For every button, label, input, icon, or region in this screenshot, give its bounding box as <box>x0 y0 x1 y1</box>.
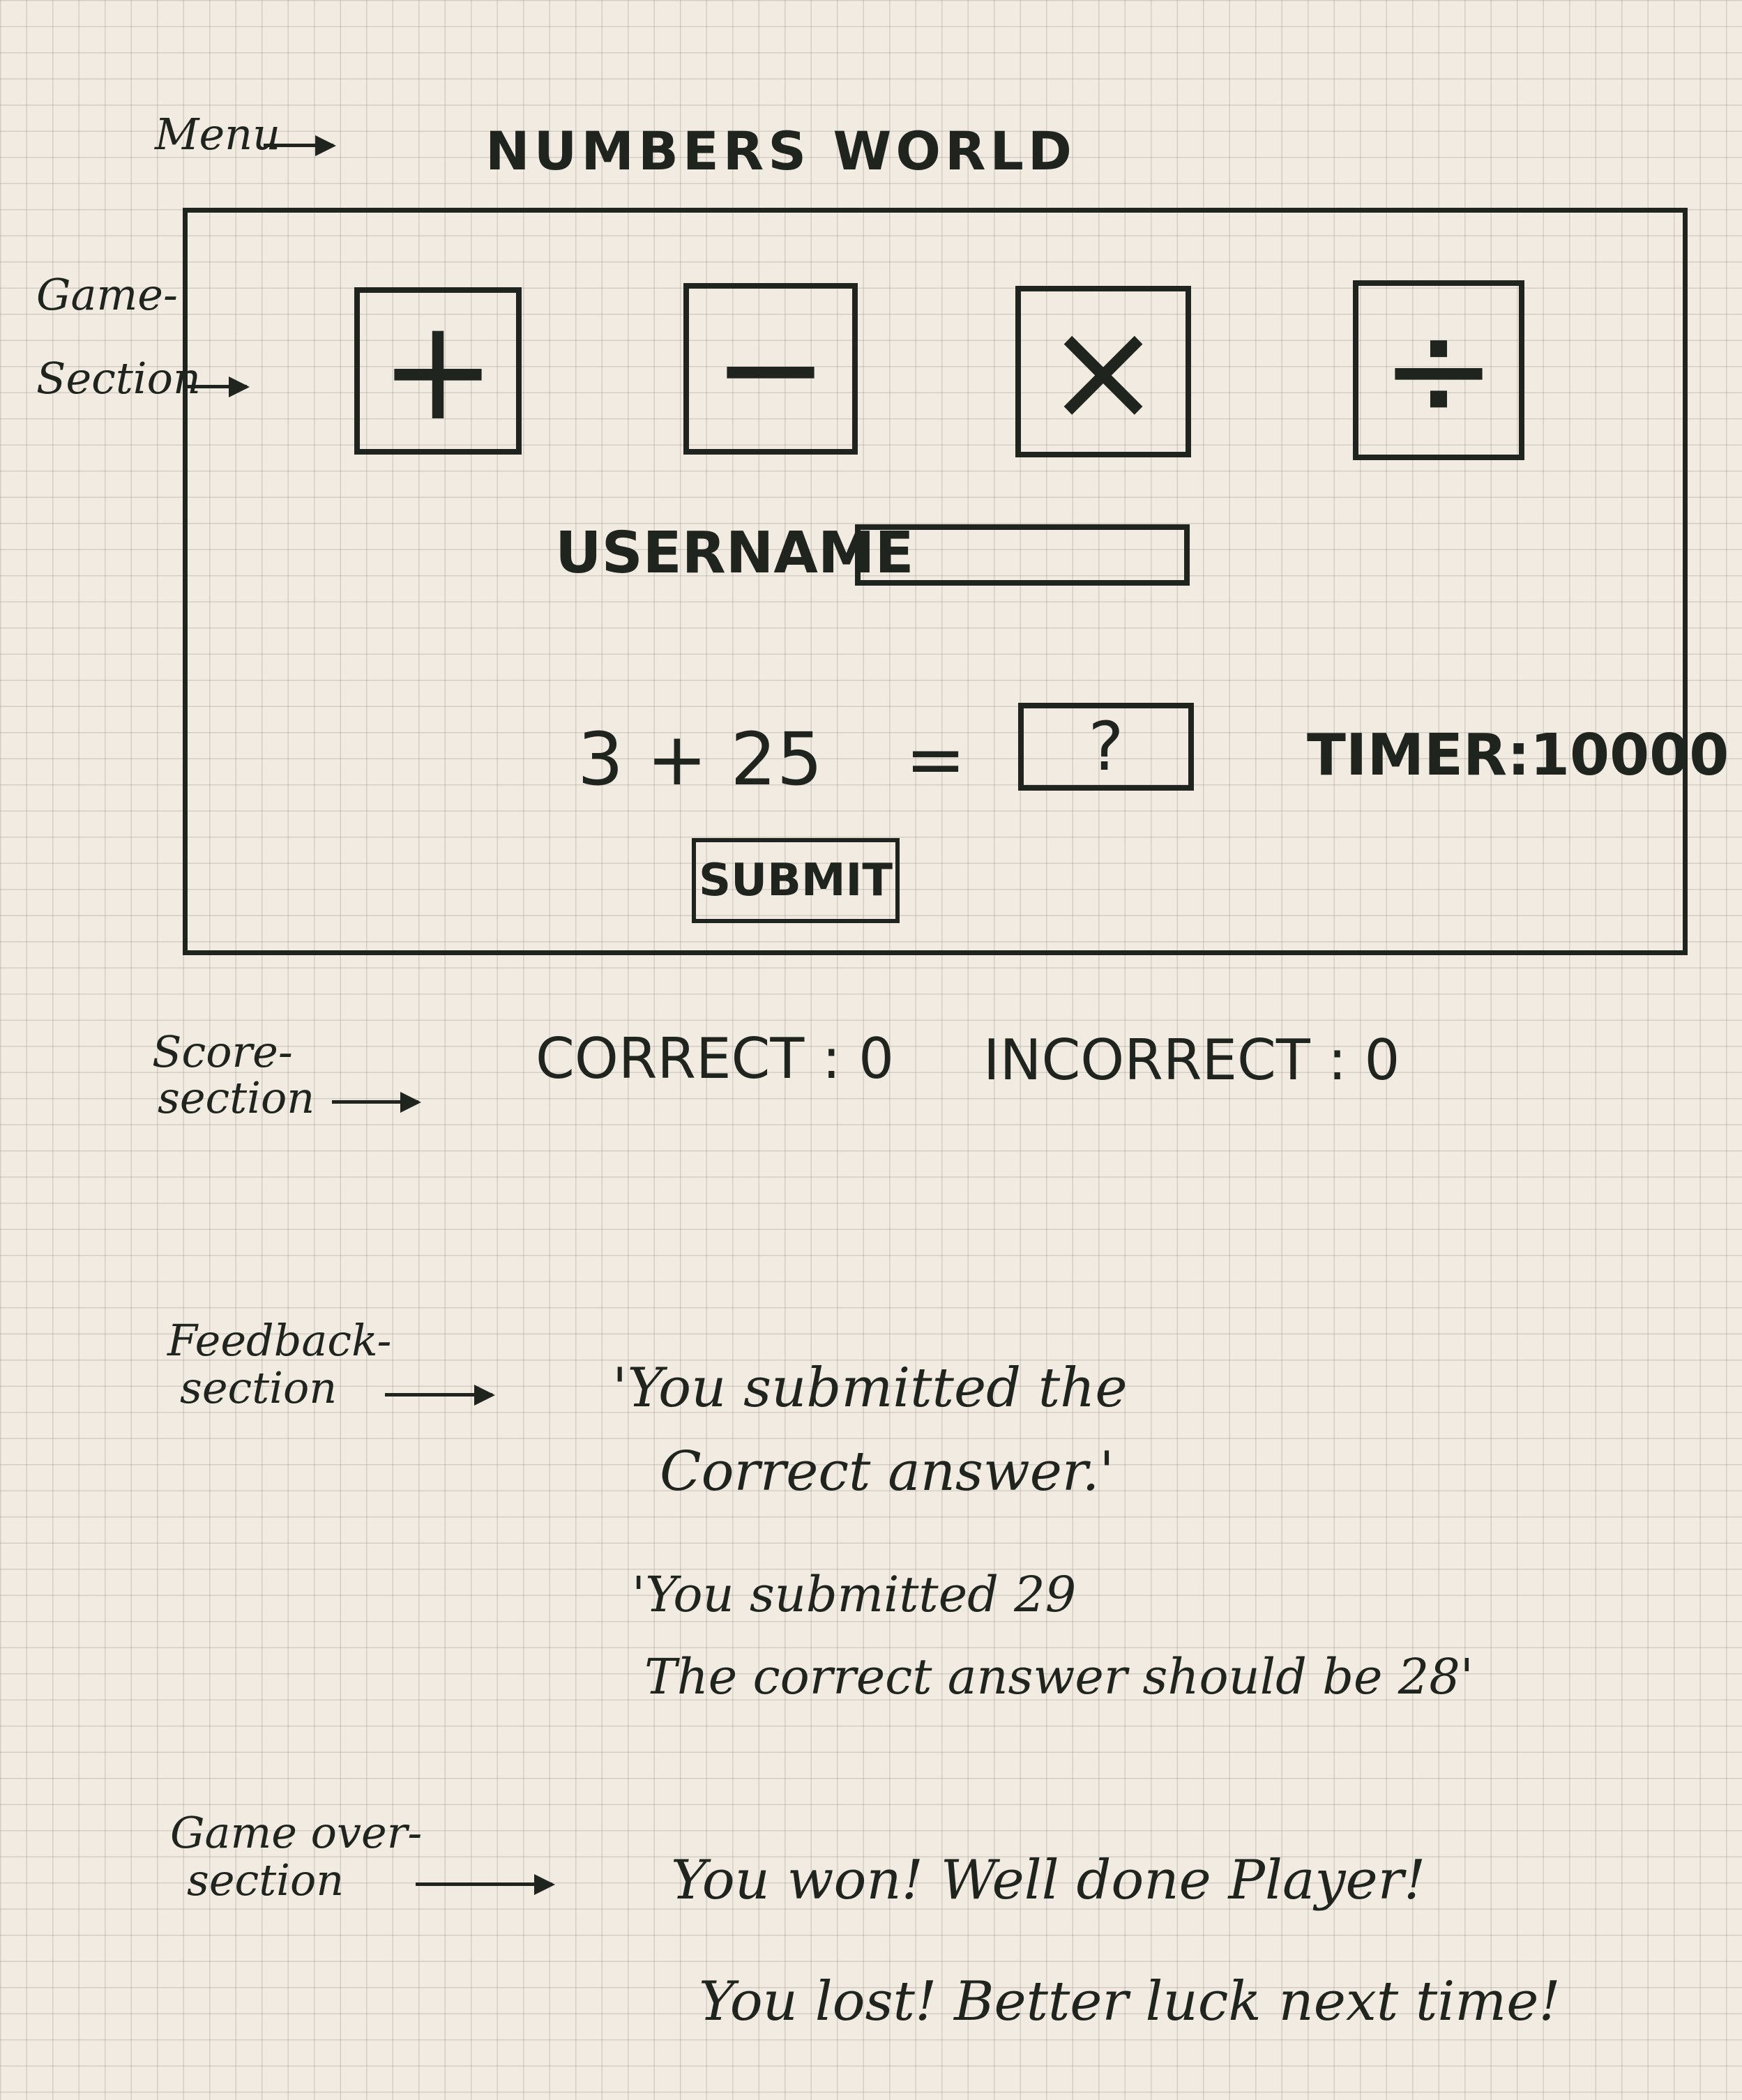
menu-annotation: Menu <box>155 109 281 160</box>
correct-score: CORRECT : 0 <box>536 1026 894 1091</box>
score-section-annotation-line1: Score- <box>152 1026 293 1077</box>
score-section-arrow-icon <box>332 1092 421 1113</box>
add-operator-button[interactable]: + <box>354 287 522 455</box>
win-message: You won! Well done Player! <box>671 1849 1426 1912</box>
game-over-annotation-line2: section <box>187 1855 344 1905</box>
answer-input[interactable]: ? <box>1018 703 1194 791</box>
username-input[interactable] <box>855 524 1190 586</box>
page-title: NUMBERS WORLD <box>485 120 1076 182</box>
equals-sign: = <box>905 717 967 802</box>
username-label: USERNAME <box>555 520 914 586</box>
feedback-correct-line1: 'You submitted the <box>612 1357 1128 1420</box>
timer-display: TIMER:10000 <box>1307 722 1729 789</box>
game-over-annotation-line1: Game over- <box>170 1807 423 1858</box>
incorrect-label: INCORRECT <box>983 1028 1310 1093</box>
feedback-section-annotation-line1: Feedback- <box>167 1315 392 1366</box>
incorrect-value: 0 <box>1364 1028 1400 1093</box>
correct-label: CORRECT <box>536 1026 805 1091</box>
lose-message: You lost! Better luck next time! <box>699 1970 1561 2033</box>
feedback-section-arrow-icon <box>385 1385 495 1406</box>
subtract-operator-button[interactable]: − <box>683 283 858 455</box>
feedback-incorrect-line1: 'You submitted 29 <box>632 1566 1077 1623</box>
game-section-annotation-line1: Game- <box>36 269 178 320</box>
minus-icon: − <box>712 287 829 450</box>
game-over-arrow-icon <box>416 1874 555 1895</box>
game-section-arrow-icon <box>183 376 250 397</box>
game-section <box>183 208 1688 955</box>
divide-operator-button[interactable]: ÷ <box>1353 280 1524 460</box>
game-section-annotation-line2: Section <box>36 353 201 404</box>
correct-value: 0 <box>858 1026 894 1091</box>
feedback-section-annotation-line2: section <box>180 1362 338 1413</box>
answer-placeholder: ? <box>1088 708 1124 786</box>
timer-value: 10000 <box>1530 722 1729 789</box>
timer-label: TIMER <box>1307 722 1508 789</box>
score-section-annotation-line2: section <box>158 1072 315 1123</box>
question-text: 3 + 25 <box>577 717 823 802</box>
multiply-operator-button[interactable]: × <box>1015 286 1191 457</box>
plus-icon: + <box>379 289 497 452</box>
menu-arrow-icon <box>264 135 336 156</box>
feedback-correct-line2: Correct answer.' <box>660 1440 1114 1503</box>
submit-label: SUBMIT <box>699 855 893 906</box>
incorrect-score: INCORRECT : 0 <box>983 1028 1400 1093</box>
feedback-incorrect-line2: The correct answer should be 28' <box>644 1648 1474 1705</box>
divide-icon: ÷ <box>1380 289 1497 451</box>
multiply-icon: × <box>1045 290 1162 452</box>
submit-button[interactable]: SUBMIT <box>692 838 900 923</box>
